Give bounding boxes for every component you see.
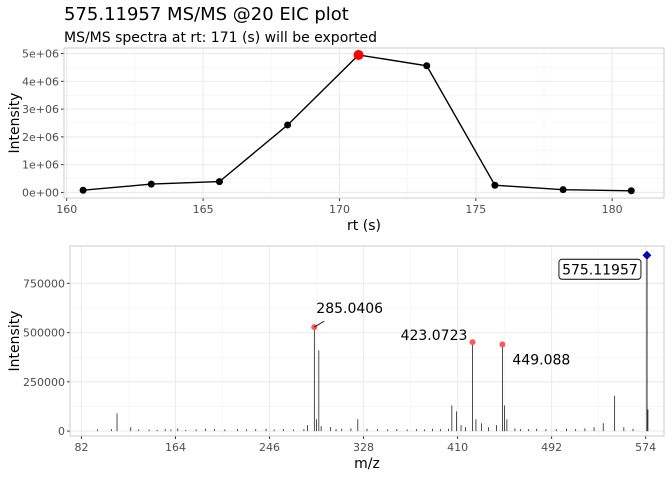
- eic-point: [79, 186, 87, 194]
- y-tick-label: 250000: [23, 376, 65, 389]
- eic-point: [284, 121, 292, 129]
- eic-point: [147, 180, 155, 188]
- eic-panel: [61, 47, 665, 201]
- y-tick-label: 0e+00: [22, 186, 59, 199]
- y-tick-label: 500000: [23, 327, 65, 340]
- x-tick-label: 328: [353, 441, 374, 454]
- x-tick-label: 160: [56, 203, 77, 216]
- label-leader-line: [314, 320, 325, 328]
- y-tick-label: 3e+06: [22, 103, 59, 116]
- x-axis-title: m/z: [354, 456, 380, 472]
- labeled-peak-point: [499, 341, 506, 348]
- eic-point: [491, 181, 499, 189]
- peak-label: 423.0723: [401, 328, 468, 344]
- x-tick-label: 165: [193, 203, 214, 216]
- x-tick-label: 492: [541, 441, 562, 454]
- precursor-marker: [642, 250, 652, 260]
- y-tick-label: 750000: [23, 277, 65, 290]
- x-tick-label: 246: [259, 441, 280, 454]
- page-subtitle: MS/MS spectra at rt: 171 (s) will be exp…: [64, 30, 378, 46]
- x-tick-label: 180: [602, 203, 623, 216]
- eic-point: [423, 62, 431, 70]
- y-tick-label: 0: [58, 425, 65, 438]
- y-axis-title: Intensity: [7, 311, 23, 372]
- peak-label: 449.088: [512, 352, 570, 368]
- precursor-label: 575.11957: [562, 262, 638, 278]
- selected-rt-point: [353, 49, 364, 60]
- eic-point: [215, 178, 223, 186]
- labeled-peak-point: [469, 339, 476, 346]
- precursor-label-box: [558, 258, 642, 280]
- eic-point: [559, 186, 567, 194]
- page-title: 575.11957 MS/MS @20 EIC plot: [64, 4, 349, 25]
- panel-border: [69, 245, 665, 437]
- x-tick-label: 164: [165, 441, 186, 454]
- x-tick-label: 574: [635, 441, 656, 454]
- x-tick-label: 175: [465, 203, 486, 216]
- peak-label: 285.0406: [316, 301, 383, 317]
- x-tick-label: 410: [447, 441, 468, 454]
- y-tick-label: 5e+06: [22, 48, 59, 61]
- y-tick-label: 2e+06: [22, 131, 59, 144]
- panel-border: [63, 47, 665, 199]
- y-axis-title: Intensity: [7, 93, 23, 154]
- y-tick-label: 1e+06: [22, 159, 59, 172]
- y-tick-label: 4e+06: [22, 75, 59, 88]
- spectrum-panel: [67, 245, 665, 439]
- x-tick-label: 82: [74, 441, 88, 454]
- x-axis-title: rt (s): [347, 218, 381, 234]
- eic-point: [627, 187, 635, 195]
- x-tick-label: 170: [329, 203, 350, 216]
